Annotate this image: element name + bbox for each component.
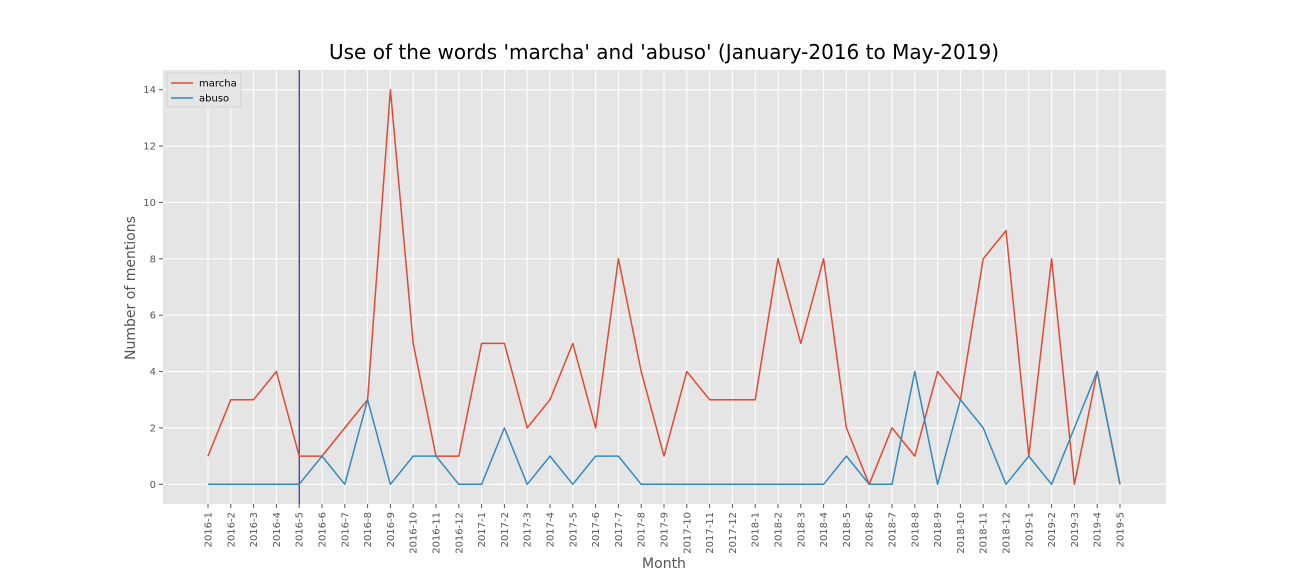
y-tick-label: 4 <box>150 367 156 378</box>
chart-title: Use of the words 'marcha' and 'abuso' (J… <box>329 40 999 64</box>
x-tick-label: 2017-2 <box>500 512 511 547</box>
x-axis-label: Month <box>642 556 686 572</box>
y-axis-ticks: 0 2 4 6 8 10 12 14 <box>143 85 163 491</box>
legend: marcha abuso <box>166 72 242 108</box>
legend-label-marcha: marcha <box>199 79 237 90</box>
x-tick-label: 2019-4 <box>1093 512 1104 547</box>
x-tick-label: 2016-1 <box>204 512 215 547</box>
x-tick-label: 2019-1 <box>1024 512 1035 547</box>
x-tick-label: 2018-12 <box>1002 512 1013 554</box>
x-tick-label: 2017-9 <box>660 512 671 547</box>
x-tick-label: 2017-11 <box>705 512 716 554</box>
x-tick-label: 2016-5 <box>295 512 306 547</box>
x-tick-label: 2016-10 <box>409 512 420 554</box>
x-tick-label: 2017-12 <box>728 512 739 554</box>
x-tick-label: 2018-3 <box>796 512 807 547</box>
x-tick-label: 2017-6 <box>591 512 602 547</box>
x-tick-label: 2017-4 <box>546 512 557 547</box>
x-tick-label: 2016-8 <box>363 512 374 547</box>
x-tick-label: 2018-8 <box>910 512 921 547</box>
x-tick-label: 2017-7 <box>614 512 625 547</box>
x-tick-label: 2019-5 <box>1116 512 1127 547</box>
x-tick-label: 2017-8 <box>637 512 648 547</box>
series-line-abuso <box>208 370 1121 486</box>
x-tick-label: 2018-7 <box>888 512 899 547</box>
x-tick-label: 2016-2 <box>226 512 237 547</box>
y-tick-label: 8 <box>150 254 156 265</box>
y-tick-label: 0 <box>150 480 156 491</box>
x-tick-label: 2018-5 <box>842 512 853 547</box>
x-tick-label: 2016-9 <box>386 512 397 547</box>
series-lines <box>207 88 1121 486</box>
y-axis-label: Number of mentions <box>123 216 139 360</box>
x-tick-label: 2016-6 <box>318 512 329 547</box>
x-tick-label: 2016-7 <box>340 512 351 547</box>
y-tick-label: 2 <box>150 423 156 434</box>
x-tick-label: 2018-11 <box>979 512 990 554</box>
x-tick-label: 2017-5 <box>568 512 579 547</box>
x-tick-label: 2016-3 <box>249 512 260 547</box>
y-tick-label: 12 <box>143 142 156 153</box>
x-tick-label: 2018-6 <box>865 512 876 547</box>
x-tick-label: 2016-12 <box>454 512 465 554</box>
y-tick-label: 14 <box>143 85 156 96</box>
y-tick-label: 6 <box>150 311 156 322</box>
x-tick-label: 2018-2 <box>774 512 785 547</box>
x-tick-label: 2016-11 <box>432 512 443 554</box>
x-tick-label: 2018-9 <box>933 512 944 547</box>
y-tick-label: 10 <box>143 198 156 209</box>
x-tick-label: 2018-4 <box>819 512 830 547</box>
x-tick-label: 2018-10 <box>956 512 967 554</box>
series-line-marcha <box>207 88 1121 486</box>
x-tick-label: 2016-4 <box>272 512 283 547</box>
x-tick-label: 2019-3 <box>1070 512 1081 547</box>
x-axis-ticks: 2016-1 2016-2 2016-3 2016-4 2016-5 2016-6 2016… <box>204 504 1127 554</box>
x-tick-label: 2017-1 <box>477 512 488 547</box>
x-tick-label: 2017-3 <box>523 512 534 547</box>
x-tick-label: 2019-2 <box>1047 512 1058 547</box>
x-tick-label: 2017-10 <box>682 512 693 554</box>
grid-lines <box>163 70 1166 504</box>
x-tick-label: 2018-1 <box>751 512 762 547</box>
legend-label-abuso: abuso <box>199 94 229 105</box>
